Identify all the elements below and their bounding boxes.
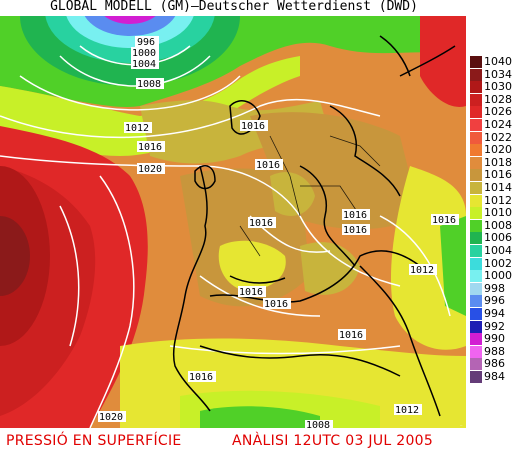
legend-label-994: 994 [484, 307, 505, 320]
isobar-label-1016: 1016 [249, 218, 273, 229]
isobar-label-1016: 1016 [460, 425, 463, 427]
legend-swatch-1006 [470, 232, 482, 245]
legend-swatch-1000 [470, 270, 482, 283]
legend-label-1008: 1008 [484, 218, 512, 232]
isobar-label-1004: 1004 [132, 59, 156, 70]
legend-swatch-996 [470, 295, 482, 308]
legend-label-1006: 1006 [484, 231, 512, 245]
legend-swatch-1028 [470, 93, 482, 106]
isobar-label-1016: 1016 [264, 299, 288, 310]
isobar-label-1016: 1016 [256, 160, 280, 171]
isobar-label-1012: 1012 [410, 265, 434, 276]
legend-label-1030: 1030 [484, 80, 512, 94]
legend-swatch-998 [470, 282, 482, 295]
isobar-label-1016: 1016 [432, 215, 456, 226]
legend-label-984: 984 [484, 370, 505, 383]
footer-field-name: PRESSIÓ EN SUPERFÍCIE [6, 433, 182, 449]
legend-label-996: 996 [484, 294, 505, 308]
isobar-label-1020: 1020 [138, 164, 162, 175]
legend-label-1022: 1022 [484, 130, 512, 144]
legend-swatch-988 [470, 345, 482, 358]
footer-analysis-time: ANÀLISI 12UTC 03 JUL 2005 [232, 433, 434, 449]
isobar-label-1016: 1016 [343, 210, 367, 221]
legend-swatch-1010 [470, 207, 482, 220]
legend-label-990: 990 [484, 332, 505, 346]
isobar-label-1016: 1016 [343, 225, 367, 236]
legend-swatch-1024 [470, 119, 482, 131]
legend-swatch-1016 [470, 169, 482, 182]
legend-label-1026: 1026 [484, 105, 512, 119]
legend-label-1000: 1000 [484, 269, 512, 283]
legend-swatch-1026 [470, 106, 482, 119]
legend-label-1034: 1034 [484, 67, 512, 81]
legend-swatch-990 [470, 333, 482, 346]
legend-label-1028: 1028 [484, 92, 512, 106]
legend-label-1020: 1020 [484, 143, 512, 157]
legend-label-1016: 1016 [484, 168, 512, 182]
legend-swatch-1022 [470, 131, 482, 144]
isobar-label-996: 996 [137, 37, 155, 48]
legend-label-1018: 1018 [484, 155, 512, 169]
isobar-label-1012: 1012 [125, 123, 149, 134]
legend-label-992: 992 [484, 319, 505, 333]
isobar-label-1008: 1008 [137, 79, 161, 90]
isobar-label-1012: 1012 [395, 405, 419, 416]
legend-swatch-1004 [470, 245, 482, 257]
legend-label-1012: 1012 [484, 193, 512, 207]
legend-swatch-1008 [470, 219, 482, 232]
isobar-label-1016: 1016 [189, 372, 213, 383]
legend-label-1004: 1004 [484, 244, 512, 257]
legend-label-1040: 1040 [484, 55, 512, 68]
legend-swatch-1040 [470, 56, 482, 68]
legend-label-986: 986 [484, 357, 505, 371]
isobar-label-1008: 1008 [306, 420, 330, 428]
isobar-label-1000: 1000 [132, 48, 156, 59]
legend-label-988: 988 [484, 344, 505, 358]
legend-swatch-984 [470, 371, 482, 383]
isobar-label-1020: 1020 [99, 412, 123, 423]
map-title: GLOBAL MODELL (GM)–Deutscher Wetterdiens… [50, 0, 418, 14]
legend-label-1002: 1002 [484, 256, 512, 270]
legend-label-998: 998 [484, 281, 505, 295]
legend-swatch-986 [470, 358, 482, 371]
legend-swatch-1034 [470, 68, 482, 81]
legend-label-1014: 1014 [484, 181, 512, 194]
pressure-map: 996 1000 1004 1008 1012 1016 1020 1016 1… [0, 16, 466, 428]
legend-swatch-1012 [470, 194, 482, 207]
legend-swatch-1020 [470, 144, 482, 157]
legend-label-1024: 1024 [484, 118, 512, 131]
legend-swatch-992 [470, 320, 482, 333]
isobar-label-1016: 1016 [241, 121, 265, 132]
legend-swatch-1014 [470, 182, 482, 194]
legend-swatch-1030 [470, 81, 482, 94]
legend-swatch-1018 [470, 156, 482, 169]
isobar-label-1016: 1016 [138, 142, 162, 153]
legend-swatch-994 [470, 308, 482, 320]
legend-swatch-1002 [470, 257, 482, 270]
isobar-label-1016: 1016 [339, 330, 363, 341]
isobar-label-1016: 1016 [239, 287, 263, 298]
legend-label-1010: 1010 [484, 206, 512, 220]
